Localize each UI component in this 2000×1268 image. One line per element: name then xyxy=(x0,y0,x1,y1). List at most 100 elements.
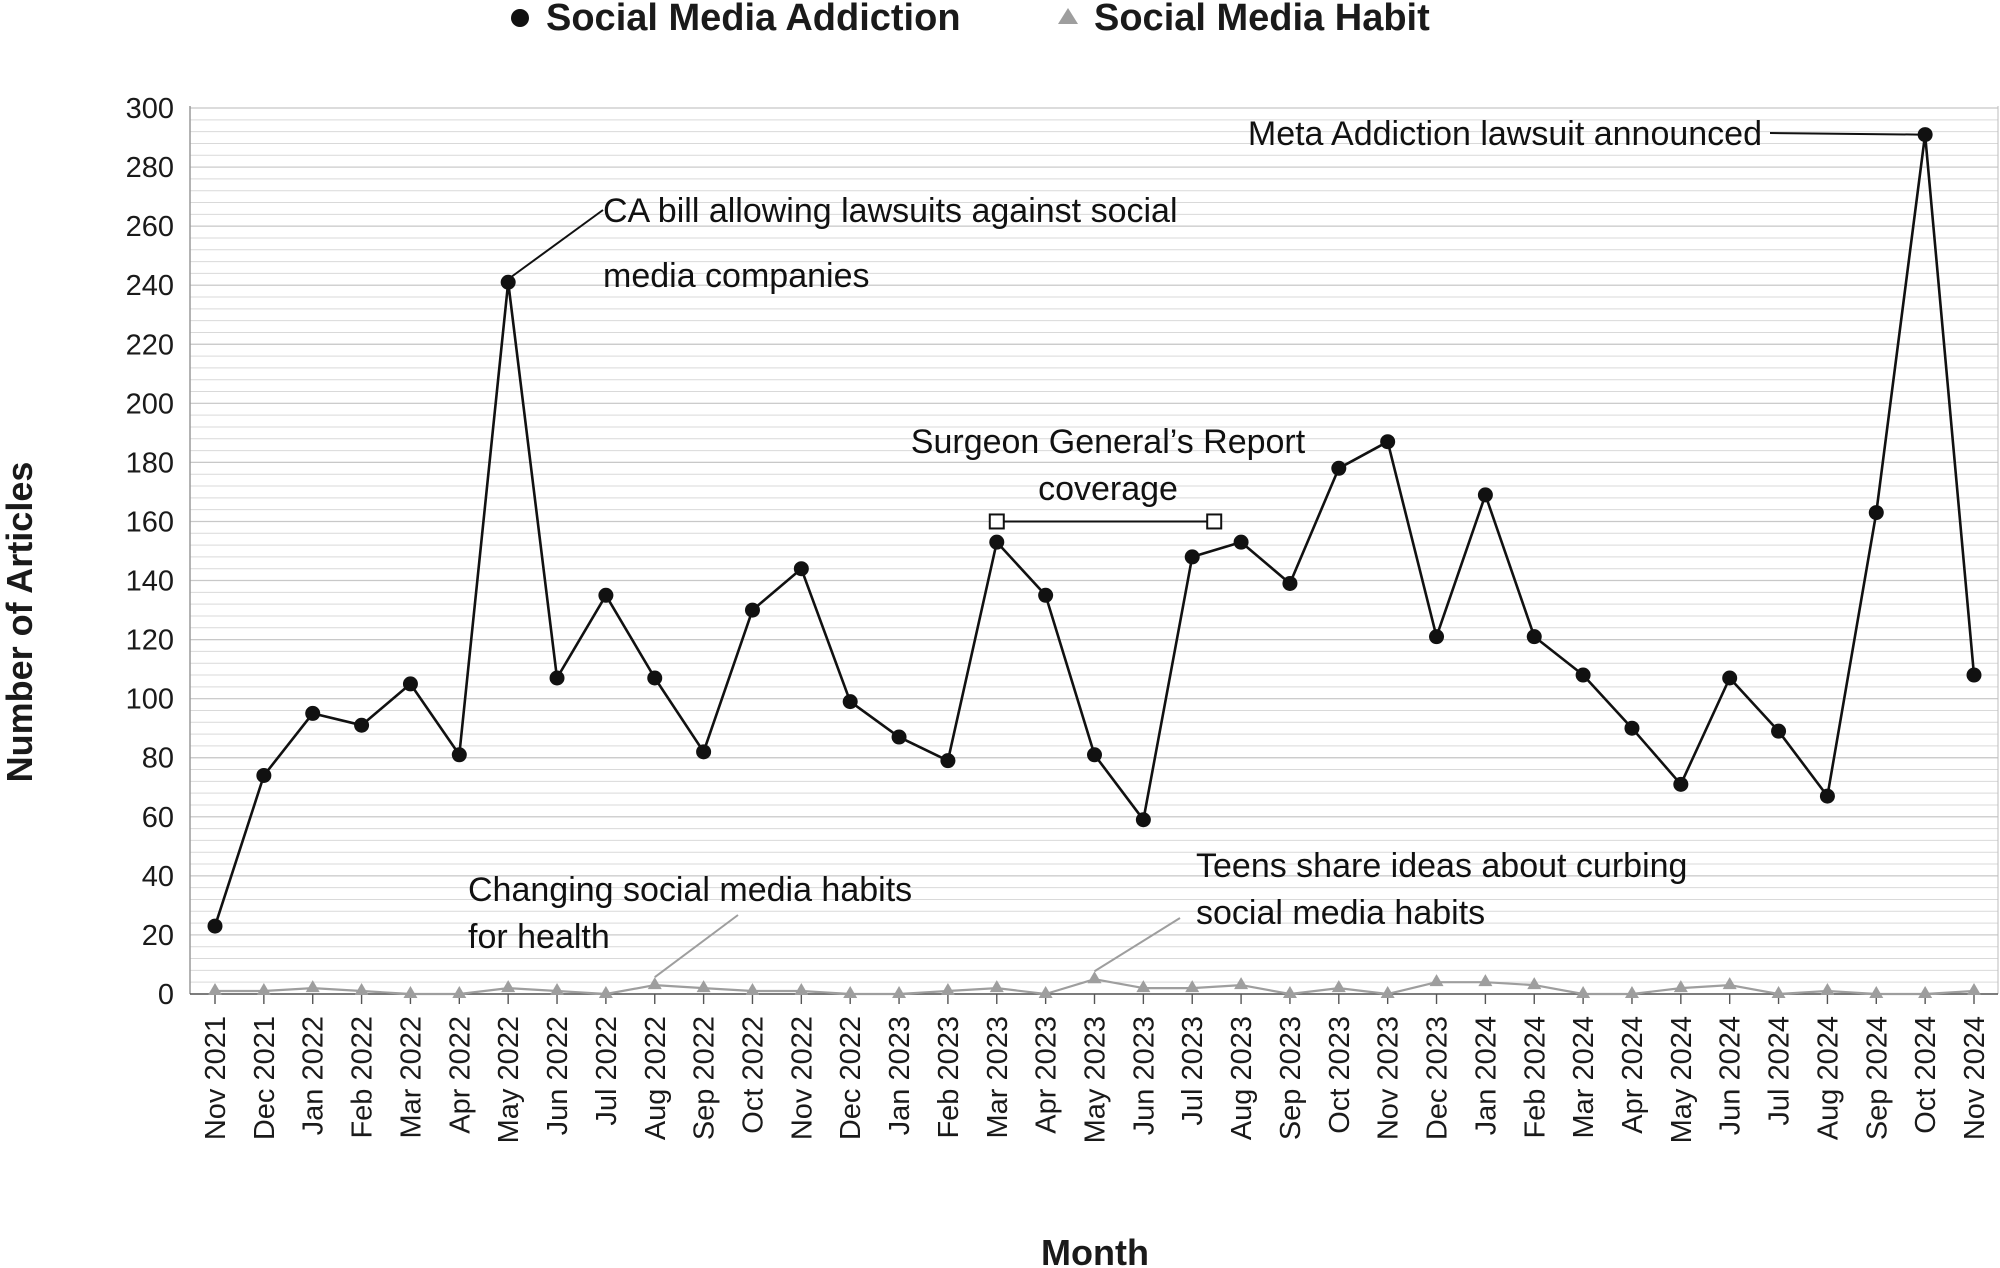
habit-data-point xyxy=(1624,986,1639,998)
annotation-ca-bill-line1: CA bill allowing lawsuits against social xyxy=(603,192,1178,230)
x-tick-label: Apr 2024 xyxy=(1617,1016,1649,1134)
addiction-data-point xyxy=(1331,460,1347,476)
addiction-data-point xyxy=(696,744,712,760)
x-tick-label: Mar 2024 xyxy=(1568,1016,1600,1139)
addiction-data-point xyxy=(989,534,1005,550)
y-tick-label: 0 xyxy=(158,979,174,1011)
y-tick-label: 260 xyxy=(126,211,174,243)
x-tick-label: Oct 2022 xyxy=(737,1016,769,1134)
x-tick-label: Oct 2023 xyxy=(1324,1016,1356,1134)
addiction-data-point xyxy=(598,587,614,603)
x-tick-label: Jul 2024 xyxy=(1764,1016,1796,1126)
habit-data-point xyxy=(1429,974,1444,987)
habit-data-point xyxy=(1038,986,1053,998)
addiction-data-point xyxy=(1477,487,1493,503)
y-tick-label: 140 xyxy=(126,566,174,598)
axes: 0 20 40 60 80 100 120 140 160 180 200 220 240 260 280 3… xyxy=(126,93,1999,1143)
addiction-data-point xyxy=(793,561,809,577)
habit-data-point xyxy=(1820,983,1835,996)
habit-data-point xyxy=(1967,983,1981,996)
x-tick-label: Aug 2023 xyxy=(1226,1016,1258,1140)
habit-data-point xyxy=(354,983,369,996)
annotation-teens-line1: Teens share ideas about curbing xyxy=(1196,847,1687,885)
legend: Social Media Addiction Social Media Habi… xyxy=(511,0,1430,39)
habit-data-point xyxy=(452,986,467,998)
y-tick-label: 40 xyxy=(142,861,174,893)
habit-data-point xyxy=(1722,977,1737,990)
habit-data-point xyxy=(1234,977,1249,990)
x-tick-label: Jul 2022 xyxy=(591,1016,623,1126)
annotation-meta-lawsuit: Meta Addiction lawsuit announced xyxy=(1248,115,1762,153)
legend-marker-addiction xyxy=(511,9,529,27)
legend-label-addiction: Social Media Addiction xyxy=(546,0,961,39)
x-tick-label: May 2023 xyxy=(1080,1016,1112,1143)
addiction-data-point xyxy=(842,694,858,710)
y-tick-label: 60 xyxy=(142,802,174,834)
habit-data-point xyxy=(1282,986,1297,998)
habit-data-point xyxy=(403,986,418,998)
annotation-leader-changing-habits xyxy=(654,914,739,978)
habit-data-point xyxy=(989,980,1004,993)
x-tick-label: Apr 2023 xyxy=(1031,1016,1063,1134)
addiction-data-point xyxy=(549,670,565,686)
x-tick-label: May 2024 xyxy=(1666,1016,1698,1143)
addiction-data-point xyxy=(1624,720,1640,736)
y-tick-label: 20 xyxy=(142,920,174,952)
x-tick-label: Dec 2023 xyxy=(1422,1016,1454,1140)
habit-data-point xyxy=(794,983,809,996)
habit-data-point xyxy=(745,983,760,996)
x-tick-label: Feb 2023 xyxy=(933,1016,965,1139)
habit-data-point xyxy=(647,977,662,990)
addiction-data-point xyxy=(207,918,223,934)
y-tick-label: 180 xyxy=(126,447,174,479)
addiction-data-point xyxy=(1819,788,1835,804)
annotation-surgeon-line1: Surgeon General’s Report xyxy=(911,423,1306,461)
x-tick-label: Feb 2022 xyxy=(347,1016,379,1139)
habit-data-point xyxy=(940,983,955,996)
x-tick-label: Aug 2022 xyxy=(640,1016,672,1140)
habit-data-point xyxy=(1673,980,1688,993)
annotation-changing-habits-line2: for health xyxy=(468,918,610,956)
addiction-data-point xyxy=(940,753,956,769)
x-tick-label: Jan 2022 xyxy=(298,1016,330,1135)
y-tick-label: 280 xyxy=(126,152,174,184)
addiction-data-point xyxy=(1038,587,1054,603)
x-tick-label: Jun 2023 xyxy=(1128,1016,1160,1135)
addiction-data-point xyxy=(1184,549,1200,565)
annotation-leader-meta xyxy=(1769,132,1920,136)
addiction-data-point xyxy=(1087,747,1102,763)
habit-data-point xyxy=(892,986,907,998)
addiction-data-point xyxy=(1868,505,1884,521)
habit-data-point xyxy=(1136,980,1151,993)
y-tick-label: 160 xyxy=(126,506,174,538)
annotation-surgeon-line2: coverage xyxy=(1038,470,1178,508)
habit-data-point xyxy=(1527,977,1542,990)
habit-data-point xyxy=(1771,986,1786,998)
habit-data-point xyxy=(1869,986,1884,998)
addiction-data-point xyxy=(305,705,321,721)
habit-data-point xyxy=(208,983,222,996)
series-lines xyxy=(207,127,1982,998)
annotation-leader-teens xyxy=(1093,917,1181,973)
legend-label-habit: Social Media Habit xyxy=(1094,0,1430,39)
habit-data-point xyxy=(1087,971,1102,984)
addiction-data-point xyxy=(1282,575,1298,591)
addiction-data-point xyxy=(1429,629,1445,645)
y-tick-label: 240 xyxy=(126,270,174,302)
addiction-data-point xyxy=(1917,127,1933,143)
addiction-data-point xyxy=(647,670,663,686)
y-tick-label: 220 xyxy=(126,329,174,361)
x-tick-label: Mar 2023 xyxy=(982,1016,1014,1139)
addiction-data-point xyxy=(1575,667,1591,683)
y-tick-label: 200 xyxy=(126,388,174,420)
habit-data-point xyxy=(1185,980,1200,993)
x-tick-label: Mar 2022 xyxy=(395,1016,427,1139)
y-tick-label: 80 xyxy=(142,743,174,775)
addiction-data-point xyxy=(1526,629,1542,645)
addiction-data-point xyxy=(354,717,370,733)
annotations: CA bill allowing lawsuits against social… xyxy=(468,115,1920,978)
addiction-data-point xyxy=(1233,534,1249,550)
addiction-data-point xyxy=(402,676,418,692)
habit-data-point xyxy=(1478,974,1493,987)
